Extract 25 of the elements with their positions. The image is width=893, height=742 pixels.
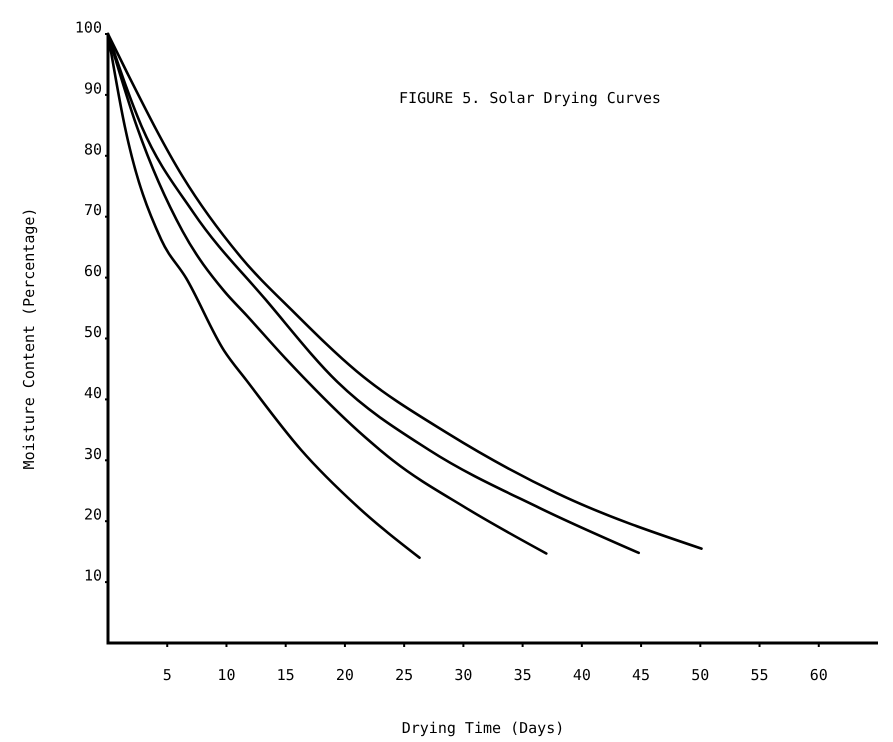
x-tick-label: 35 (514, 666, 532, 684)
x-tick-label: 45 (632, 666, 650, 684)
x-tick-label: 40 (572, 666, 591, 684)
y-tick-label: 10 (84, 566, 102, 585)
y-tick-label: 70 (84, 201, 102, 220)
y-tick-label: 80 (84, 140, 102, 158)
x-tick-label: 55 (750, 666, 769, 684)
x-tick-label: 20 (336, 666, 354, 684)
x-tick-label: 30 (454, 666, 472, 684)
y-tick-label: 40 (84, 384, 102, 402)
y-tick-label: 100 (74, 18, 102, 36)
x-tick-label: 50 (691, 666, 710, 684)
y-tick-label: 50 (84, 323, 102, 341)
y-tick-label: 90 (84, 79, 102, 98)
x-tick-label: 25 (395, 666, 414, 684)
x-axis-title: Drying Time (Days) (402, 719, 564, 737)
x-tick-label: 10 (217, 666, 236, 684)
y-tick-label: 60 (84, 262, 102, 280)
x-tick-label: 15 (276, 666, 295, 684)
y-tick-label: 30 (84, 444, 102, 463)
y-tick-label: 20 (84, 506, 102, 524)
y-axis-title: Moisture Content (Percentage) (20, 208, 38, 470)
x-tick-label: 60 (810, 666, 828, 684)
x-tick-label: 5 (162, 666, 172, 684)
text: FIGURE 5. Solar Drying Curves (399, 89, 661, 107)
